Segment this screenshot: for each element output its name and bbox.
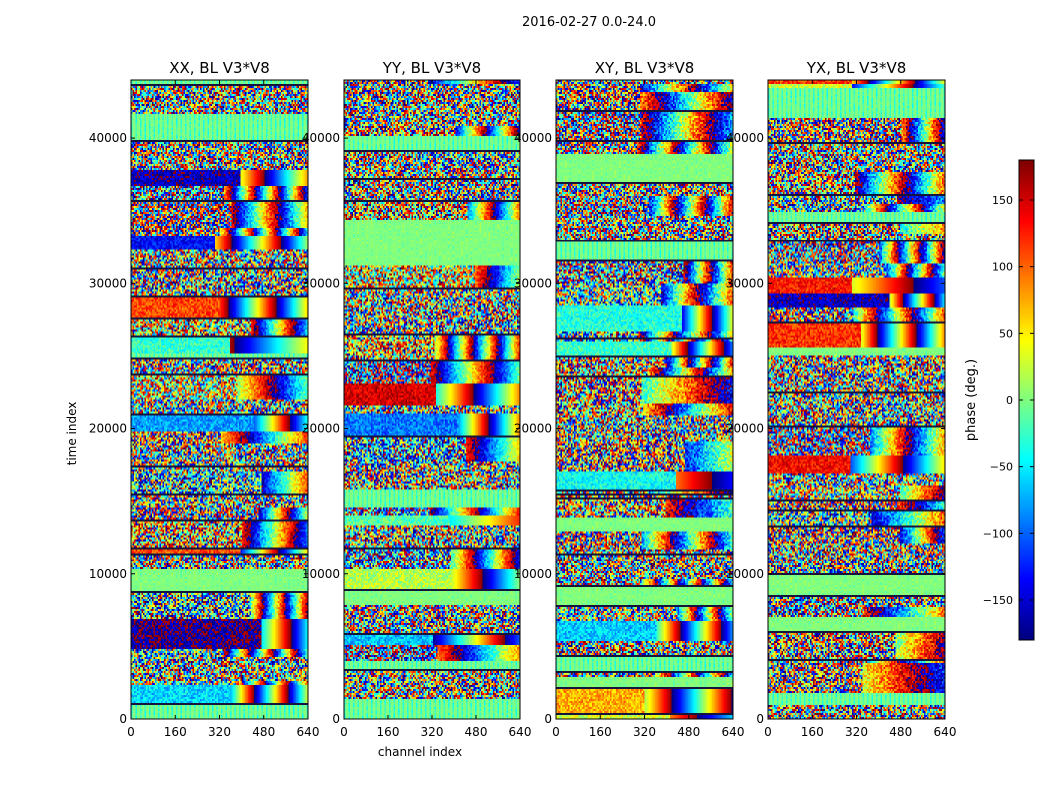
y-tick-label: 10000	[514, 567, 552, 581]
colorbar-ticks: −150 −100 −50 0 50 100 150	[983, 194, 1034, 607]
x-tick-label: 640	[297, 725, 320, 739]
y-tick-label: 30000	[89, 276, 127, 290]
x-tick-label: 160	[377, 725, 400, 739]
y-tick-label: 20000	[89, 422, 127, 436]
x-tick-label: 640	[934, 725, 957, 739]
colorbar-tick-label: 0	[1006, 394, 1013, 407]
x-tick-label: 320	[421, 725, 444, 739]
heatmap-image	[556, 80, 733, 719]
y-tick-label: 0	[756, 712, 764, 726]
heatmap-image	[344, 80, 520, 719]
y-tick-label: 10000	[726, 567, 764, 581]
colorbar-tick-label: −50	[990, 461, 1013, 474]
panel-xy: XY, BL V3*V8 0 160 320 480 640 0 10000 20000 3000…	[514, 59, 745, 739]
x-tick-label: 320	[633, 725, 656, 739]
figure-suptitle: 2016-02-27 0.0-24.0	[522, 15, 656, 30]
y-tick-label: 0	[332, 712, 340, 726]
panel-title: YY, BL V3*V8	[382, 59, 481, 77]
x-tick-label: 480	[677, 725, 700, 739]
colorbar-tick-label: 150	[992, 194, 1013, 207]
x-tick-label: 320	[845, 725, 868, 739]
colorbar-tick-label: 50	[999, 327, 1013, 340]
x-tick-label: 480	[465, 725, 488, 739]
panel-yx: YX, BL V3*V8 0 160 320 480 640 0 10000 20000 3000…	[726, 59, 957, 739]
panel-title: XX, BL V3*V8	[169, 59, 270, 77]
heatmap-image	[768, 80, 945, 719]
y-tick-label: 30000	[302, 276, 340, 290]
colorbar-gradient	[1019, 160, 1034, 640]
y-tick-label: 10000	[302, 567, 340, 581]
x-tick-label: 480	[252, 725, 275, 739]
y-tick-label: 40000	[302, 131, 340, 145]
y-tick-label: 30000	[726, 276, 764, 290]
x-tick-label: 0	[764, 725, 772, 739]
panel-yy: YY, BL V3*V8 0 160 320 480 640 0 10000 20000 3000…	[302, 59, 532, 759]
y-tick-label: 0	[119, 712, 127, 726]
y-tick-label: 20000	[302, 422, 340, 436]
y-tick-label: 40000	[89, 131, 127, 145]
panel-title: XY, BL V3*V8	[595, 59, 695, 77]
x-tick-label: 160	[164, 725, 187, 739]
colorbar-label: phase (deg.)	[964, 359, 979, 441]
y-tick-label: 0	[544, 712, 552, 726]
x-tick-label: 480	[889, 725, 912, 739]
y-tick-label: 30000	[514, 276, 552, 290]
x-tick-label: 160	[589, 725, 612, 739]
y-tick-label: 40000	[514, 131, 552, 145]
x-tick-label: 0	[340, 725, 348, 739]
y-tick-label: 10000	[89, 567, 127, 581]
x-tick-label: 640	[722, 725, 745, 739]
heatmap-image	[131, 80, 308, 719]
x-tick-label: 640	[509, 725, 532, 739]
x-tick-label: 160	[801, 725, 824, 739]
y-tick-label: 20000	[726, 422, 764, 436]
x-tick-label: 320	[208, 725, 231, 739]
y-tick-label: 20000	[514, 422, 552, 436]
colorbar-tick-label: 100	[992, 261, 1013, 274]
colorbar: −150 −100 −50 0 50 100 150 phase (deg.)	[964, 159, 1035, 641]
x-tick-label: 0	[552, 725, 560, 739]
panel-xx: XX, BL V3*V8 0 160 320 480 640 0 10000 20000 3000…	[65, 59, 319, 739]
x-tick-label: 0	[127, 725, 135, 739]
colorbar-tick-label: −150	[983, 594, 1013, 607]
y-tick-label: 40000	[726, 131, 764, 145]
colorbar-tick-label: −100	[983, 527, 1013, 540]
x-axis-label: channel index	[378, 745, 462, 759]
panel-title: YX, BL V3*V8	[806, 59, 907, 77]
y-axis-label: time index	[65, 402, 79, 466]
